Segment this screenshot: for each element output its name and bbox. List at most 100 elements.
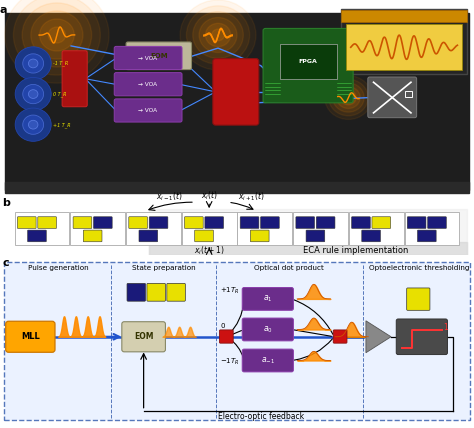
Text: EOM: EOM [134, 332, 154, 341]
Text: ECA rule implementation: ECA rule implementation [303, 246, 408, 255]
Text: -1 T_R: -1 T_R [53, 61, 68, 66]
Circle shape [15, 47, 51, 80]
FancyBboxPatch shape [372, 217, 391, 229]
FancyBboxPatch shape [316, 217, 335, 229]
FancyBboxPatch shape [407, 217, 426, 229]
Circle shape [199, 18, 237, 53]
FancyBboxPatch shape [349, 212, 404, 245]
Circle shape [205, 24, 231, 47]
FancyBboxPatch shape [237, 212, 292, 245]
FancyBboxPatch shape [114, 99, 182, 122]
Circle shape [340, 90, 356, 105]
FancyBboxPatch shape [296, 217, 315, 229]
Text: State preparation: State preparation [132, 265, 195, 270]
Text: 0 T_R: 0 T_R [53, 91, 66, 97]
FancyBboxPatch shape [184, 217, 203, 229]
FancyBboxPatch shape [280, 44, 337, 79]
FancyBboxPatch shape [242, 288, 293, 310]
FancyBboxPatch shape [428, 217, 447, 229]
FancyBboxPatch shape [341, 9, 467, 74]
Polygon shape [5, 181, 469, 193]
Text: EOM: EOM [150, 53, 168, 59]
FancyBboxPatch shape [114, 73, 182, 96]
Circle shape [5, 0, 109, 83]
Text: $x_{i-1}(t)$: $x_{i-1}(t)$ [155, 191, 182, 203]
Text: FPGA: FPGA [299, 59, 318, 64]
Circle shape [22, 3, 91, 67]
FancyBboxPatch shape [306, 230, 325, 242]
FancyBboxPatch shape [93, 217, 112, 229]
FancyBboxPatch shape [139, 230, 158, 242]
Text: → VOA: → VOA [138, 82, 157, 87]
Circle shape [23, 54, 44, 73]
Circle shape [345, 94, 352, 101]
Text: Optical dot product: Optical dot product [254, 265, 324, 270]
Circle shape [186, 6, 250, 64]
Text: a: a [0, 5, 7, 15]
Text: Optoelectronic thresholding: Optoelectronic thresholding [369, 265, 470, 270]
FancyBboxPatch shape [182, 212, 237, 245]
Circle shape [333, 83, 364, 112]
FancyBboxPatch shape [114, 46, 182, 70]
Circle shape [328, 79, 368, 116]
FancyBboxPatch shape [213, 59, 259, 125]
Text: $a_0$: $a_0$ [263, 324, 273, 335]
Circle shape [31, 11, 83, 59]
Text: Electro-optic feedback: Electro-optic feedback [218, 412, 304, 421]
Text: +1 T_R: +1 T_R [53, 122, 71, 128]
Text: Pulse generation: Pulse generation [27, 265, 88, 270]
FancyBboxPatch shape [205, 217, 224, 229]
Text: c: c [2, 259, 9, 268]
Text: $+1T_R$: $+1T_R$ [220, 286, 240, 296]
Circle shape [325, 76, 372, 119]
FancyBboxPatch shape [15, 212, 70, 245]
FancyBboxPatch shape [83, 230, 102, 242]
FancyBboxPatch shape [6, 321, 55, 352]
FancyBboxPatch shape [126, 42, 191, 70]
FancyBboxPatch shape [195, 230, 213, 242]
Text: $x_i(t)$: $x_i(t)$ [201, 189, 218, 202]
Circle shape [39, 19, 74, 51]
FancyBboxPatch shape [405, 212, 459, 245]
FancyBboxPatch shape [71, 212, 125, 245]
FancyBboxPatch shape [242, 349, 293, 372]
FancyBboxPatch shape [333, 330, 347, 343]
Circle shape [28, 90, 38, 98]
Polygon shape [149, 242, 467, 255]
FancyBboxPatch shape [127, 283, 146, 301]
FancyBboxPatch shape [341, 9, 467, 22]
Polygon shape [366, 321, 391, 353]
Text: $a_{-1}$: $a_{-1}$ [261, 355, 275, 366]
Text: $x_{i+1}(t)$: $x_{i+1}(t)$ [238, 191, 265, 203]
Text: $-1T_R$: $-1T_R$ [220, 357, 240, 367]
Polygon shape [149, 209, 467, 255]
FancyBboxPatch shape [240, 217, 259, 229]
FancyBboxPatch shape [62, 51, 87, 107]
FancyBboxPatch shape [368, 77, 417, 118]
Circle shape [337, 86, 360, 109]
Text: → VOA: → VOA [138, 108, 157, 113]
FancyBboxPatch shape [242, 318, 293, 341]
FancyBboxPatch shape [346, 24, 462, 70]
Circle shape [13, 0, 100, 75]
Circle shape [15, 77, 51, 111]
Circle shape [28, 59, 38, 68]
FancyBboxPatch shape [263, 28, 353, 103]
FancyBboxPatch shape [293, 212, 348, 245]
Circle shape [48, 27, 65, 43]
Circle shape [180, 0, 256, 70]
FancyBboxPatch shape [219, 330, 233, 343]
FancyBboxPatch shape [396, 319, 447, 354]
FancyBboxPatch shape [147, 283, 165, 301]
Polygon shape [5, 13, 469, 190]
FancyBboxPatch shape [18, 217, 36, 229]
FancyBboxPatch shape [27, 230, 46, 242]
Text: → VOA: → VOA [138, 56, 157, 61]
FancyBboxPatch shape [352, 217, 370, 229]
FancyBboxPatch shape [250, 230, 269, 242]
FancyBboxPatch shape [126, 212, 181, 245]
FancyBboxPatch shape [4, 262, 470, 420]
Circle shape [15, 108, 51, 141]
FancyBboxPatch shape [167, 283, 185, 301]
Text: MLL: MLL [21, 332, 40, 341]
